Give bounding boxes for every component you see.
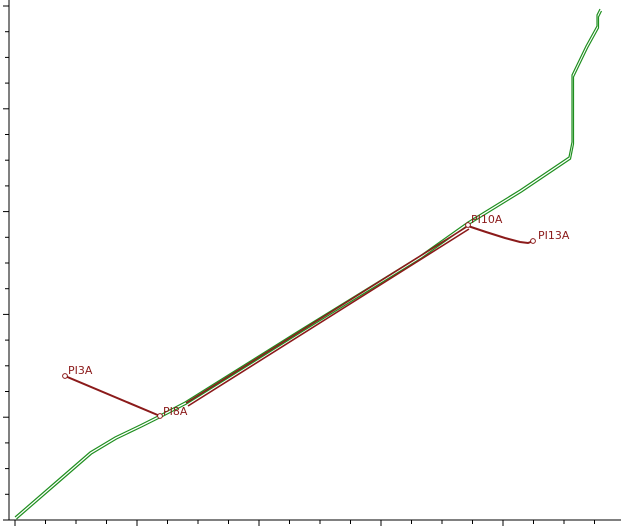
pi10a-marker xyxy=(465,222,471,228)
pi13a-marker xyxy=(530,238,536,244)
red-segment-pi3a-pi8a xyxy=(64,375,161,417)
x-axis-ticks xyxy=(14,520,595,526)
pi3a-marker xyxy=(62,373,68,379)
red-segment-pi10a-pi13a xyxy=(467,225,534,245)
pi13a-label: PI13A xyxy=(538,229,570,242)
pi3a-label: PI3A xyxy=(68,364,93,377)
green-path-line-a xyxy=(14,8,601,518)
pi10a-label: PI10A xyxy=(471,213,503,226)
red-segment-pi8a-pi10a-lower xyxy=(187,228,470,407)
pi8a-label: PI8A xyxy=(163,405,188,418)
y-axis-ticks xyxy=(3,5,9,521)
pi8a-marker xyxy=(157,413,163,419)
red-segment-pi8a-pi10a-upper xyxy=(185,225,469,404)
